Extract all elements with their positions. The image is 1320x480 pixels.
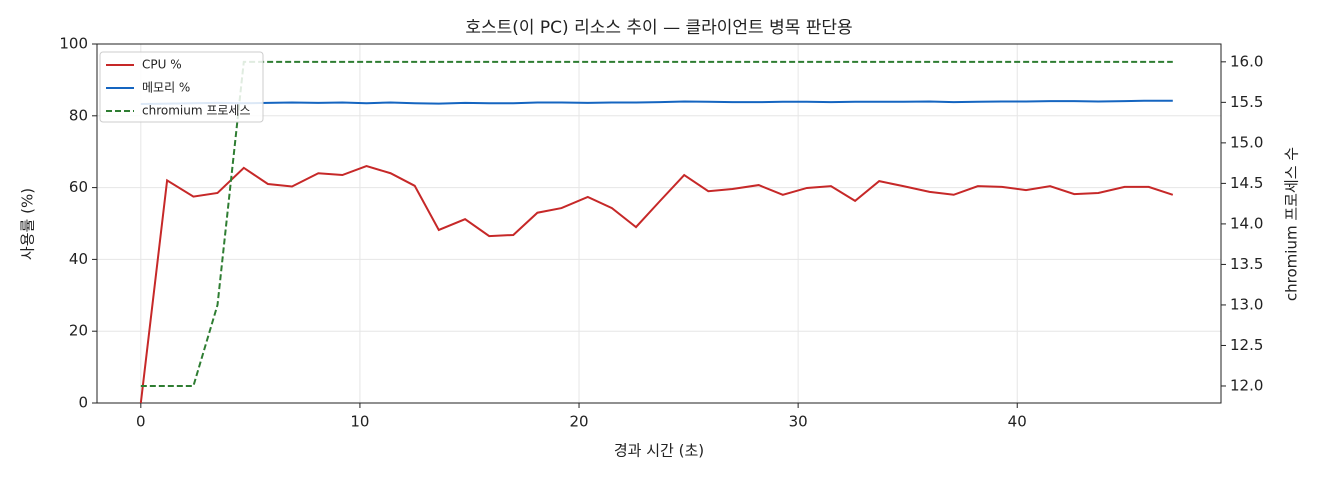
x-tick-label: 20 <box>569 413 588 431</box>
legend-label: chromium 프로세스 <box>142 104 251 118</box>
legend-label: 메모리 % <box>142 81 190 95</box>
y-tick-label: 60 <box>69 178 88 196</box>
chart-title: 호스트(이 PC) 리소스 추이 — 클라이언트 병목 판단용 <box>465 18 852 38</box>
x-axis-label: 경과 시간 (초) <box>614 442 704 460</box>
y-tick-label: 80 <box>69 106 88 124</box>
series-line <box>140 60 1173 387</box>
x-tick-label: 0 <box>136 413 146 431</box>
y-axis-label: 사용률 (%) <box>19 188 37 260</box>
y2-axis-label: chromium 프로세스 수 <box>1283 147 1301 301</box>
y-tick-label: 20 <box>69 322 88 340</box>
series-line <box>139 165 1174 404</box>
y2-tick-label: 12.5 <box>1230 336 1263 354</box>
y2-tick-label: 13.5 <box>1230 255 1263 273</box>
x-tick-label: 10 <box>350 413 369 431</box>
y2-tick-label: 12.0 <box>1230 376 1263 394</box>
legend-box <box>99 51 264 123</box>
series-line <box>140 99 1173 105</box>
y-tick-label: 0 <box>78 394 88 412</box>
x-tick-label: 30 <box>789 413 808 431</box>
x-tick-label: 40 <box>1008 413 1027 431</box>
y2-tick-label: 14.5 <box>1230 174 1263 192</box>
y2-tick-label: 15.5 <box>1230 93 1263 111</box>
y2-tick-label: 14.0 <box>1230 214 1263 232</box>
y2-tick-label: 13.0 <box>1230 295 1263 313</box>
y-tick-label: 100 <box>59 35 88 53</box>
legend-label: CPU % <box>142 58 182 72</box>
plot-frame <box>96 43 1222 404</box>
y-tick-label: 40 <box>69 250 88 268</box>
y2-tick-label: 16.0 <box>1230 52 1263 70</box>
y2-tick-label: 15.0 <box>1230 133 1263 151</box>
